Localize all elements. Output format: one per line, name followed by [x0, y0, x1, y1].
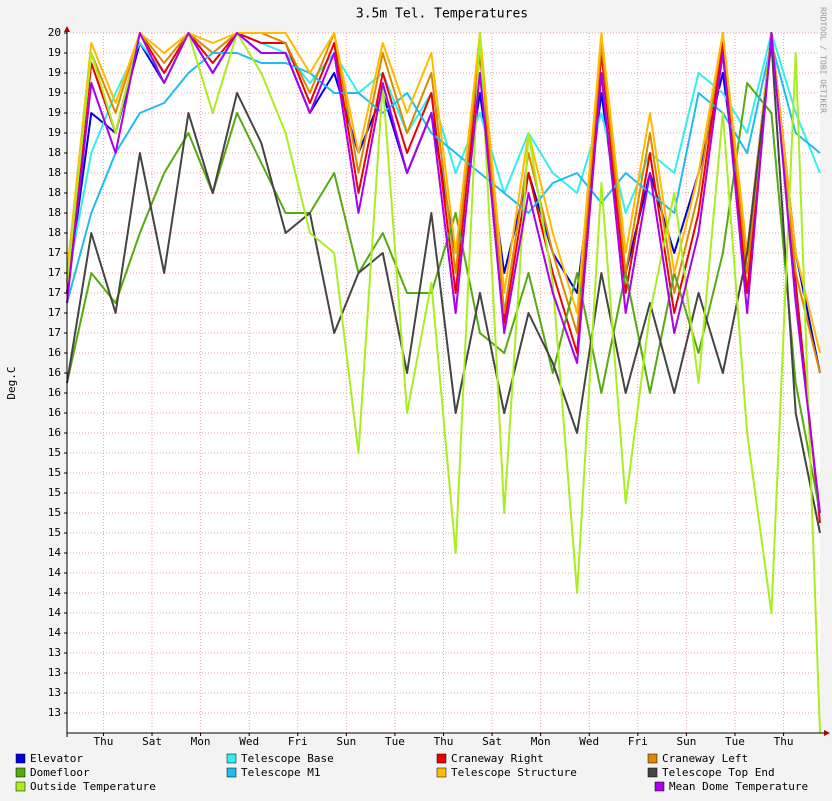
y-tick-label: 18: [48, 186, 61, 199]
y-tick-label: 14: [48, 546, 62, 559]
y-tick-label: 13: [48, 646, 61, 659]
y-tick-label: 14: [48, 606, 62, 619]
y-tick-label: 13: [48, 666, 61, 679]
series-line: [66, 32, 821, 374]
y-tick-label: 16: [48, 346, 61, 359]
legend-swatch: [226, 753, 237, 764]
legend-label: Elevator: [30, 752, 83, 765]
series-line: [66, 82, 821, 514]
x-tick-label: Thu: [434, 735, 454, 748]
series-line: [66, 42, 821, 534]
y-tick-label: 17: [48, 286, 61, 299]
y-tick-label: 14: [48, 566, 62, 579]
y-tick-label: 18: [48, 166, 61, 179]
y-tick-label: 19: [48, 106, 61, 119]
legend-label: Craneway Right: [451, 752, 544, 765]
y-tick-label: 16: [48, 386, 61, 399]
y-tick-label: 15: [48, 526, 61, 539]
x-tick-label: Mon: [191, 735, 211, 748]
y-tick-label: 16: [48, 406, 61, 419]
x-tick-label: Tue: [725, 735, 745, 748]
x-tick-label: Sat: [142, 735, 162, 748]
x-tick-label: Wed: [239, 735, 259, 748]
chart-title: 3.5m Tel. Temperatures: [356, 7, 528, 22]
legend-swatch: [226, 767, 237, 778]
y-tick-label: 18: [48, 206, 61, 219]
legend: Elevator Telescope Base Craneway Right Cran…: [15, 752, 808, 793]
legend-swatch: [15, 781, 26, 792]
series-line: [66, 32, 821, 734]
lines: [66, 32, 821, 734]
x-tick-label: Thu: [774, 735, 794, 748]
y-tick-label: 15: [48, 506, 61, 519]
y-tick-label: 19: [48, 86, 61, 99]
legend-label: Domefloor: [30, 766, 90, 779]
legend-swatch: [436, 767, 447, 778]
y-tick-label: 17: [48, 246, 61, 259]
legend-swatch: [654, 781, 665, 792]
x-arrow: [824, 730, 830, 736]
legend-label: Outside Temperature: [30, 780, 156, 793]
y-tick-label: 15: [48, 446, 61, 459]
x-tick-label: Fri: [628, 735, 648, 748]
y-tick-label: 13: [48, 706, 61, 719]
legend-swatch: [15, 753, 26, 764]
y-tick-label: 16: [48, 426, 61, 439]
x-tick-label: Sun: [336, 735, 356, 748]
series-line: [66, 42, 821, 304]
y-tick-label: 20: [48, 26, 61, 39]
y-tick-label: 19: [48, 126, 61, 139]
legend-swatch: [15, 767, 26, 778]
y-arrow: [64, 26, 70, 32]
y-axis-label: Deg.C: [5, 366, 18, 399]
y-tick-label: 16: [48, 366, 61, 379]
y-tick-label: 18: [48, 226, 61, 239]
x-tick-label: Mon: [531, 735, 551, 748]
x-tick-label: Sun: [676, 735, 696, 748]
legend-label: Mean Dome Temperature: [669, 780, 808, 793]
legend-swatch: [647, 767, 658, 778]
legend-label: Telescope Structure: [451, 766, 577, 779]
series-line: [66, 32, 821, 514]
x-tick-label: Tue: [385, 735, 405, 748]
x-tick-label: Wed: [579, 735, 599, 748]
y-tick-label: 17: [48, 306, 61, 319]
y-tick-label: 17: [48, 266, 61, 279]
y-tick-label: 18: [48, 146, 61, 159]
y-tick-label: 15: [48, 486, 61, 499]
y-tick-label: 14: [48, 586, 62, 599]
y-tick-label: 19: [48, 46, 61, 59]
axes: 20 19 19 19 19 19 18 18 18 18 18 17 17 17 17 17 16 16 16 16…: [48, 26, 830, 748]
legend-label: Telescope Top End: [662, 766, 775, 779]
y-tick-label: 13: [48, 686, 61, 699]
legend-swatch: [647, 753, 658, 764]
x-tick-label: Thu: [93, 735, 113, 748]
side-note: RRDTOOL / TOBI OETIKER: [819, 7, 828, 113]
y-tick-label: 14: [48, 626, 62, 639]
legend-label: Telescope Base: [241, 752, 334, 765]
y-tick-label: 17: [48, 326, 61, 339]
series-line: [66, 32, 821, 354]
legend-label: Telescope M1: [241, 766, 320, 779]
legend-label: Craneway Left: [662, 752, 748, 765]
y-tick-label: 19: [48, 66, 61, 79]
x-tick-label: Sat: [482, 735, 502, 748]
x-tick-label: Fri: [288, 735, 308, 748]
y-tick-label: 15: [48, 466, 61, 479]
legend-swatch: [436, 753, 447, 764]
